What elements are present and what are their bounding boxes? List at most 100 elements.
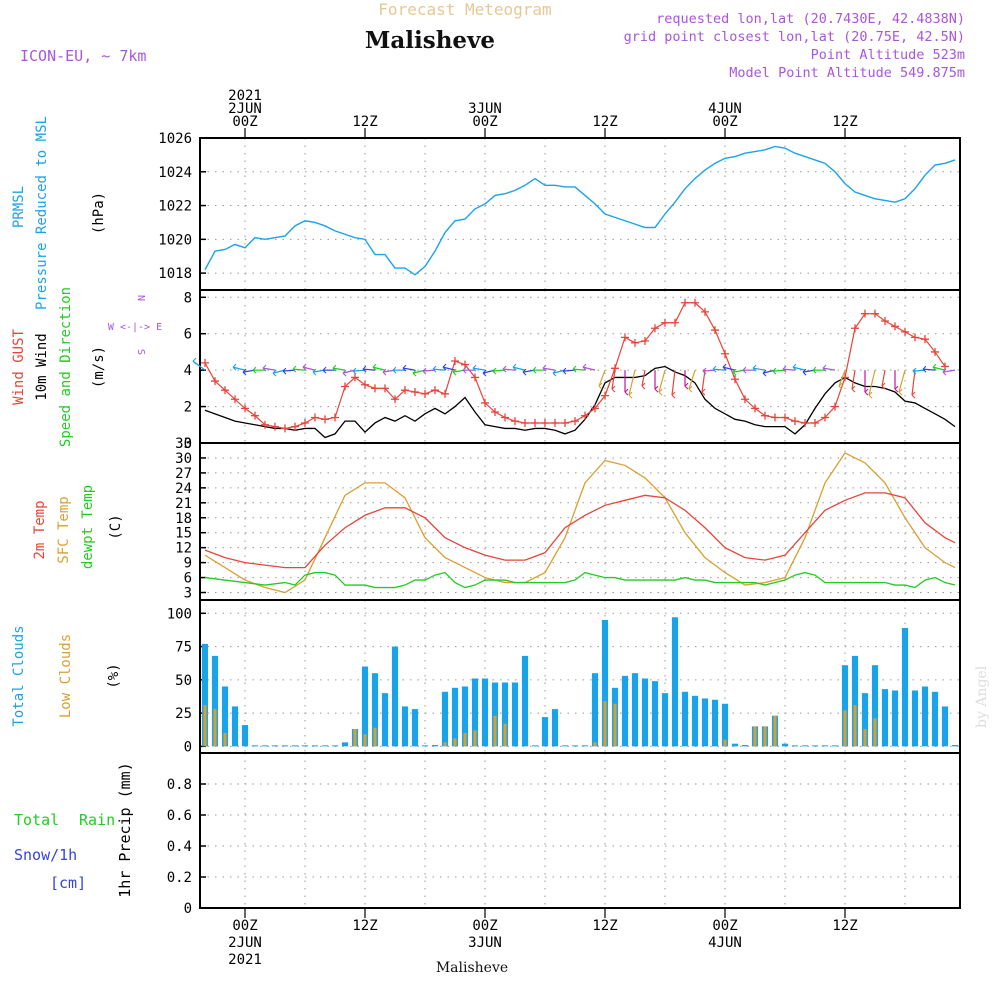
- wind-gust-marker: [941, 362, 949, 371]
- wind-direction-arrowhead: [684, 382, 689, 390]
- total-clouds-bar: [391, 646, 399, 747]
- low-clouds-bar: [773, 715, 777, 747]
- wind-gust-marker: [351, 373, 359, 382]
- low-clouds-bar: [843, 710, 847, 747]
- low-clouds-bar: [863, 729, 867, 747]
- low-clouds-bar: [213, 709, 217, 747]
- low-clouds-bar: [853, 705, 857, 747]
- wind-direction-arrowhead: [292, 365, 297, 373]
- wind-direction-arrow: [942, 369, 956, 373]
- wind-ytick-label: 4: [184, 363, 192, 379]
- bottom-time-label: 00Z: [472, 918, 497, 934]
- total-clouds-bar: [731, 743, 739, 747]
- wind-direction-arrowhead: [322, 366, 327, 374]
- temp-2m-axis-label: 2m Temp: [32, 500, 48, 559]
- low-clouds-bar: [453, 738, 457, 747]
- total-clouds-bar: [931, 691, 939, 747]
- wind-direction-arrow: [582, 366, 596, 371]
- total-clouds-bar: [361, 666, 369, 747]
- wind-direction-arrow: [402, 367, 416, 371]
- total-clouds-bar: [321, 745, 329, 747]
- wind-direction-arrowhead: [352, 367, 357, 375]
- wind-direction-arrowhead: [792, 363, 797, 371]
- wind-direction-arrow: [432, 368, 446, 371]
- wind-gust-marker: [311, 413, 319, 422]
- wind-direction-arrowhead: [442, 363, 447, 371]
- wind-gust-marker: [811, 418, 819, 427]
- low-clouds-bar: [753, 726, 757, 747]
- wind-gust-marker: [531, 418, 539, 427]
- wind-gust-marker: [931, 347, 939, 356]
- low-clouds-bar: [723, 739, 727, 747]
- wind-gust-marker: [261, 420, 269, 429]
- wind-direction-arrowhead: [482, 369, 487, 377]
- wind-gust-marker: [321, 415, 329, 424]
- total-clouds-bar: [501, 682, 509, 747]
- total-clouds-bar: [741, 745, 749, 747]
- wind-direction-arrow: [658, 369, 666, 393]
- total-clouds-axis-label: Total Clouds: [11, 625, 27, 726]
- total-clouds-bar: [231, 706, 239, 747]
- wind-direction-arrow: [752, 367, 766, 371]
- wind-gust-axis-label: Wind GUST: [11, 329, 27, 405]
- wind-gust-marker: [411, 388, 419, 396]
- total-clouds-bar: [211, 655, 219, 747]
- total-clouds-bar: [301, 745, 309, 747]
- temp-ytick-label: 3: [184, 586, 192, 602]
- top-time-label: 00Z: [232, 114, 257, 130]
- wind-direction-arrow: [838, 369, 846, 387]
- wind-gust-marker: [381, 384, 389, 393]
- wind-direction-arrowhead: [688, 385, 693, 393]
- total-clouds-bar: [561, 745, 569, 747]
- wind-gust-marker: [331, 413, 339, 422]
- total-clouds-bar: [331, 745, 339, 747]
- total-clouds-bar: [541, 717, 549, 747]
- wind-direction-arrowhead: [232, 363, 237, 371]
- wind-gust-marker: [361, 380, 369, 389]
- total-clouds-bar: [701, 698, 709, 747]
- wind-direction-arrowhead: [392, 366, 397, 374]
- total-clouds-bar: [941, 706, 949, 747]
- wind-ytick-label: 0: [184, 436, 192, 452]
- temp-2m-line: [204, 492, 956, 569]
- wind-direction-arrowhead: [782, 365, 787, 373]
- total-clouds-bar: [221, 686, 229, 747]
- wind-10m-axis-label: 10m Wind: [34, 333, 50, 400]
- wind-direction-arrowhead: [641, 382, 646, 390]
- wind-direction-arrowhead: [671, 391, 676, 399]
- wind-direction-arrowhead: [522, 368, 527, 376]
- wind-gust-marker: [691, 298, 699, 307]
- total-clouds-bar: [881, 689, 889, 747]
- wind-gust-marker: [571, 417, 579, 426]
- compass-north: N: [135, 295, 146, 301]
- wind-direction-arrow: [722, 366, 736, 371]
- wind-direction-arrow: [372, 366, 386, 371]
- wind-gust-marker: [921, 335, 929, 344]
- temp-ytick-label: 6: [184, 571, 192, 587]
- wind-gust-marker: [511, 417, 519, 426]
- low-clouds-bar: [473, 730, 477, 747]
- total-clouds-bar: [831, 745, 839, 747]
- wind-direction-arrowhead: [252, 366, 257, 374]
- wind-gust-marker: [631, 338, 639, 347]
- total-clouds-bar: [891, 690, 899, 747]
- wind-direction-arrowhead: [342, 369, 347, 377]
- wind-gust-marker: [801, 418, 809, 427]
- sfc-temp-line: [204, 452, 956, 594]
- wind-direction-arrow: [898, 369, 906, 393]
- wind-gust-marker: [211, 377, 219, 386]
- wind-direction-arrowhead: [701, 388, 706, 396]
- wind-direction-arrow: [628, 370, 636, 396]
- wind-direction-arrowhead: [532, 366, 537, 374]
- wind-direction-arrowhead: [472, 364, 477, 372]
- wind-direction-arrow: [641, 370, 646, 387]
- wind-gust-marker: [471, 373, 479, 382]
- wind-gust-marker: [751, 404, 759, 413]
- wind-direction-arrow: [932, 366, 946, 371]
- precip-ytick-label: 0.8: [167, 777, 192, 793]
- wind-direction-arrow: [232, 366, 246, 371]
- temp-ytick-label: 33: [175, 436, 192, 452]
- wind-direction-arrowhead: [402, 364, 407, 372]
- wind-gust-marker: [431, 386, 439, 395]
- bottom-time-label: 12Z: [352, 918, 377, 934]
